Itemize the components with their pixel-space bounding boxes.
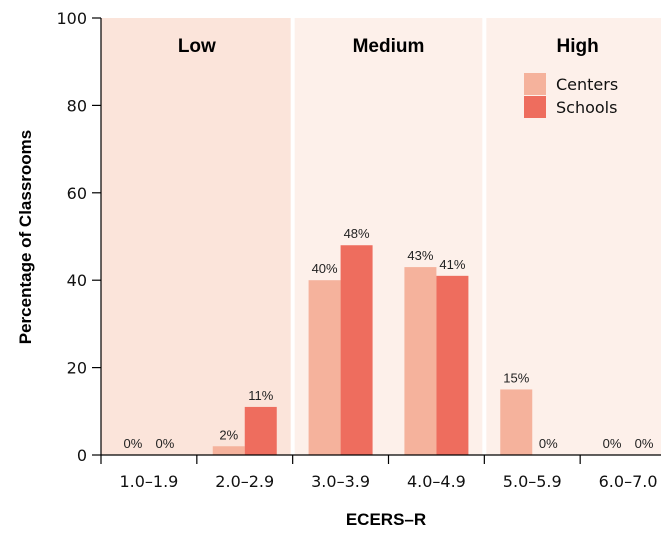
- y-tick-label: 60: [67, 184, 87, 203]
- data-labels: 0% 0% 2% 11% 40% 48% 43% 41% 15% 0% 0% 0%: [124, 226, 654, 451]
- y-tick-label: 40: [67, 271, 87, 290]
- band-label-low: Low: [178, 36, 216, 57]
- data-label-centers-3: 43%: [407, 248, 433, 263]
- legend-swatch-centers: [524, 73, 546, 95]
- y-axis-title: Percentage of Classrooms: [16, 130, 35, 344]
- axes: [100, 18, 661, 456]
- data-label-centers-1: 2%: [219, 427, 238, 442]
- data-label-centers-4: 15%: [503, 370, 529, 385]
- legend-swatch-schools: [524, 96, 546, 118]
- band-label-medium: Medium: [353, 36, 425, 57]
- bar-centers-4: [500, 389, 533, 455]
- data-label-centers-5: 0%: [603, 436, 622, 451]
- bar-centers-1: [212, 446, 245, 455]
- x-tick-label: 2.0–2.9: [215, 472, 274, 491]
- y-tick-label: 0: [77, 446, 87, 465]
- data-label-schools-5: 0%: [635, 436, 654, 451]
- y-ticks: 0 20 40 60 80 100: [56, 9, 101, 465]
- bar-centers-3: [404, 267, 437, 455]
- bar-schools-2: [340, 245, 373, 455]
- data-label-schools-4: 0%: [539, 436, 558, 451]
- x-tick-label: 6.0–7.0: [599, 472, 658, 491]
- x-tick-label: 5.0–5.9: [503, 472, 562, 491]
- x-tick-label: 3.0–3.9: [311, 472, 370, 491]
- y-tick-label: 80: [67, 96, 87, 115]
- data-label-schools-0: 0%: [156, 436, 175, 451]
- x-tick-label: 1.0–1.9: [119, 472, 178, 491]
- band-high: [486, 18, 661, 455]
- y-tick-label: 20: [67, 359, 87, 378]
- data-label-schools-2: 48%: [344, 226, 370, 241]
- data-label-schools-3: 41%: [439, 257, 465, 272]
- band-label-high: High: [557, 36, 599, 57]
- legend-label-schools: Schools: [556, 98, 617, 117]
- band-low: [101, 18, 291, 455]
- x-axis-title: ECERS–R: [346, 510, 426, 529]
- bars: [212, 245, 533, 455]
- legend: Centers Schools: [524, 73, 618, 118]
- data-label-centers-0: 0%: [124, 436, 143, 451]
- data-label-centers-2: 40%: [312, 261, 338, 276]
- bar-centers-2: [308, 280, 341, 455]
- x-ticks: 1.0–1.9 2.0–2.9 3.0–3.9 4.0–4.9 5.0–5.9 6.0–7…: [100, 455, 658, 491]
- x-tick-label: 4.0–4.9: [407, 472, 466, 491]
- y-tick-label: 100: [56, 9, 87, 28]
- data-label-schools-1: 11%: [248, 388, 273, 403]
- legend-label-centers: Centers: [556, 75, 618, 94]
- bar-schools-1: [244, 406, 277, 455]
- bar-schools-3: [436, 275, 469, 455]
